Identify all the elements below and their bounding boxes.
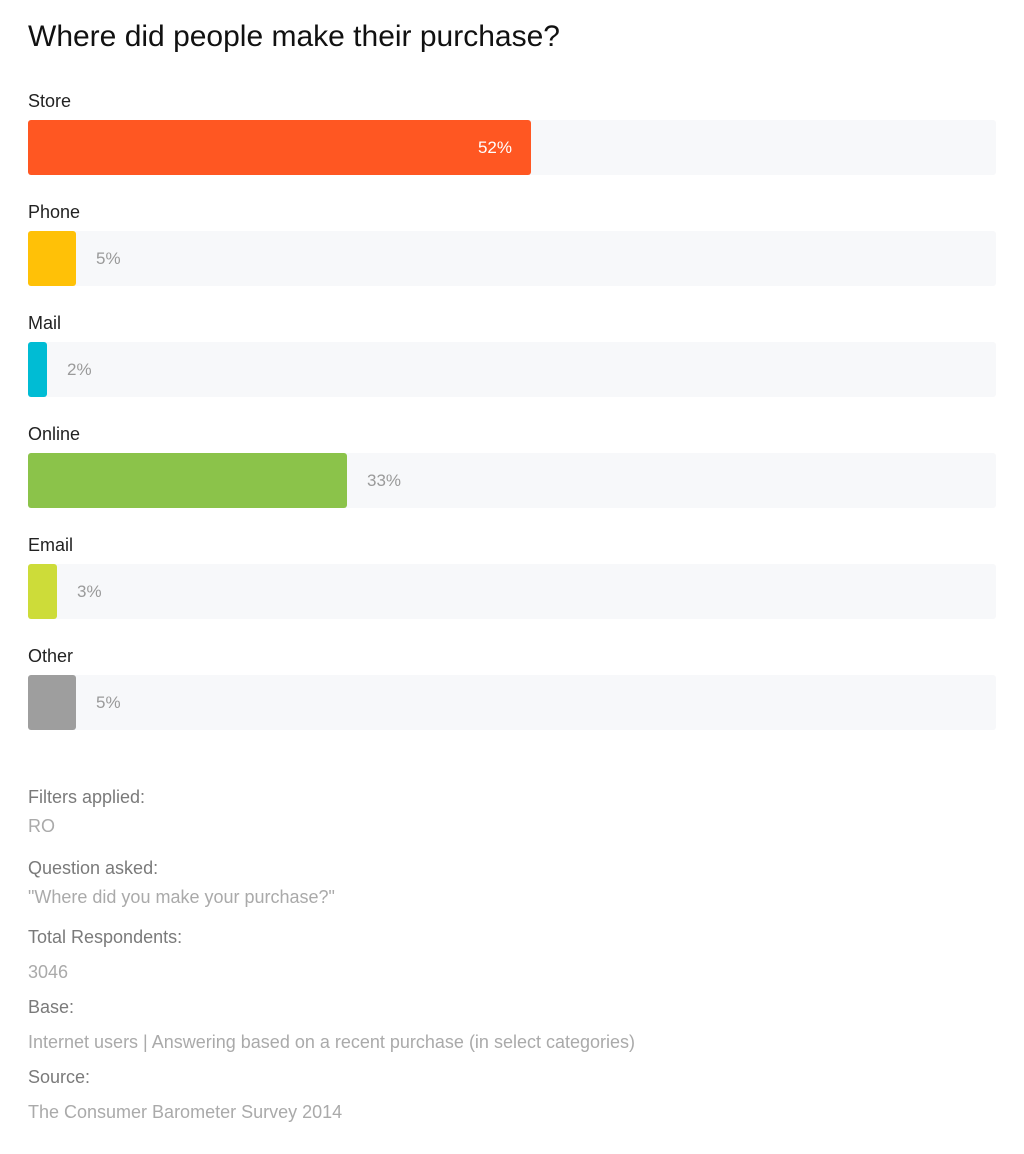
bar-chart: Store 52% Phone 5% Mail 2% Online 33% Email 3% Oth…: [28, 88, 996, 754]
bar: [28, 120, 531, 175]
bar: [28, 342, 47, 397]
chart-title: Where did people make their purchase?: [28, 20, 560, 53]
bar-track: 3%: [28, 564, 996, 619]
bar-category-label: Other: [28, 646, 74, 666]
bar-track: 52%: [28, 120, 996, 175]
bar-value-label: 5%: [96, 693, 121, 712]
bar-category-label: Online: [28, 424, 81, 444]
question-label: Question asked:: [28, 858, 159, 878]
bar-category-label: Email: [28, 535, 74, 555]
filters-label: Filters applied:: [28, 787, 146, 807]
bar-track: 5%: [28, 675, 996, 730]
bar-category-label: Mail: [28, 313, 62, 333]
bar-row: Phone 5%: [28, 199, 996, 310]
bar-value-label: 2%: [67, 360, 92, 379]
base-label: Base:: [28, 997, 75, 1017]
bar-value-label: 33%: [367, 471, 402, 490]
bar-track: 5%: [28, 231, 996, 286]
respondents-label: Total Respondents:: [28, 927, 183, 947]
bar-row: Online 33%: [28, 421, 996, 532]
bar-value-label: 52%: [477, 138, 512, 157]
bar: [28, 231, 76, 286]
respondents-value: 3046: [28, 962, 69, 982]
bar: [28, 675, 76, 730]
source-label: Source:: [28, 1067, 91, 1087]
filters-value: RO: [28, 816, 55, 836]
source-value: The Consumer Barometer Survey 2014: [28, 1102, 343, 1122]
chart-metadata: Filters applied: RO Question asked: "Whe…: [28, 786, 996, 1124]
question-value: "Where did you make your purchase?": [28, 887, 335, 907]
bar-track: 2%: [28, 342, 996, 397]
bar-value-label: 5%: [96, 249, 121, 268]
bar-category-label: Store: [28, 91, 72, 111]
bar-value-label: 3%: [77, 582, 102, 601]
bar-track: 33%: [28, 453, 996, 508]
bar-row: Other 5%: [28, 643, 996, 754]
bar: [28, 564, 57, 619]
bar-row: Store 52%: [28, 88, 996, 199]
bar-category-label: Phone: [28, 202, 81, 222]
base-value: Internet users | Answering based on a re…: [28, 1032, 636, 1052]
bar-row: Mail 2%: [28, 310, 996, 421]
bar-row: Email 3%: [28, 532, 996, 643]
bar: [28, 453, 347, 508]
